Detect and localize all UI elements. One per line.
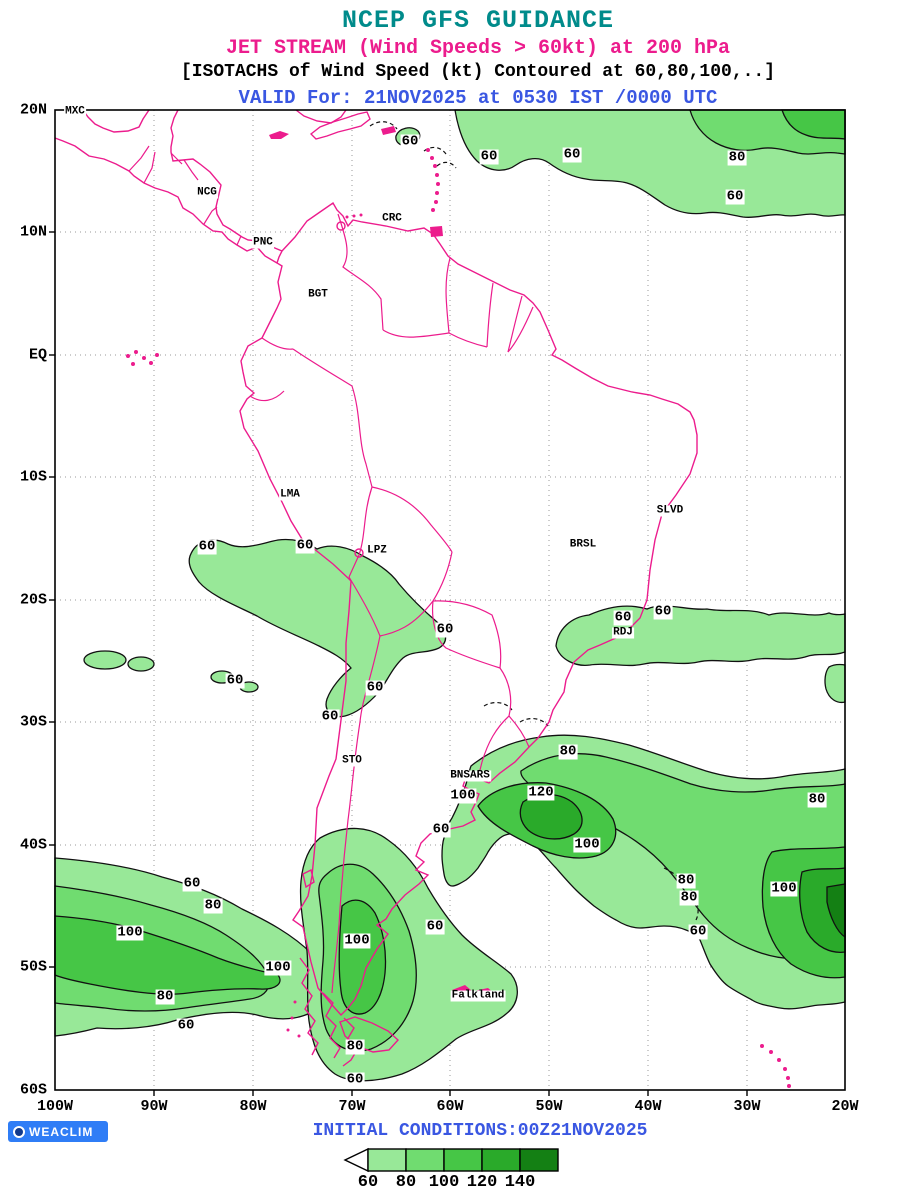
city-label: SLVD [655, 504, 685, 517]
coastlines [54, 109, 698, 1067]
country-borders [128, 145, 534, 994]
isotach-value-label: 80 [345, 1038, 365, 1055]
lon-axis-label: 60W [436, 1098, 464, 1115]
city-label: LPZ [366, 544, 388, 557]
isotach-value-label: 60 [225, 672, 245, 689]
isotach-value-label: 60 [431, 821, 451, 838]
isotach-value-label: 60 [613, 609, 633, 626]
isotach-value-label: 80 [807, 791, 827, 808]
isotach-value-label: 60 [400, 133, 420, 150]
legend-colorbar [343, 1147, 559, 1173]
isotach-value-label: 60 [197, 538, 217, 555]
lat-axis-label: 20S [19, 591, 47, 609]
weaclim-logo-icon [13, 1125, 25, 1138]
legend-tick-label: 100 [428, 1173, 460, 1192]
isotach-value-label: 80 [558, 743, 578, 760]
city-label: PNC [252, 236, 274, 249]
isotach-note: [ISOTACHS of Wind Speed (kt) Contoured a… [180, 62, 776, 82]
isotach-value-label: 80 [203, 897, 223, 914]
valid-time: VALID For: 21NOV2025 at 0530 IST /0000 U… [238, 87, 718, 109]
isotach-value-label: 100 [343, 932, 371, 949]
isotach-value-label: 60 [425, 918, 445, 935]
weaclim-logo-text: WEACLIM [29, 1124, 94, 1139]
isotach-value-label: 60 [688, 923, 708, 940]
isotach-value-label: 60 [653, 603, 673, 620]
isotach-value-label: 100 [449, 787, 477, 804]
lon-axis-label: 30W [733, 1098, 761, 1115]
city-label: MXC [64, 105, 86, 118]
lat-axis-label: 10S [19, 468, 47, 486]
lon-axis-label: 40W [634, 1098, 662, 1115]
lat-axis-label: EQ [28, 346, 47, 364]
isotach-value-label: 80 [679, 889, 699, 906]
lon-axis-label: 90W [140, 1098, 168, 1115]
city-label: LMA [279, 488, 301, 501]
city-label: BGT [307, 288, 329, 301]
isotach-value-label: 60 [345, 1071, 365, 1088]
legend-tick-label: 60 [357, 1173, 379, 1192]
lon-axis-label: 80W [239, 1098, 267, 1115]
isotach-value-label: 60 [435, 621, 455, 638]
isotach-value-label: 60 [562, 146, 582, 163]
lon-axis-label: 50W [535, 1098, 563, 1115]
isotach-value-label: 60 [365, 679, 385, 696]
isotach-contour-fills [54, 109, 846, 1082]
isotach-value-label: 120 [527, 784, 555, 801]
initial-conditions-text: INITIAL CONDITIONS:00Z21NOV2025 [312, 1121, 648, 1141]
isotach-value-label: 100 [264, 959, 292, 976]
page-subtitle: JET STREAM (Wind Speeds > 60kt) at 200 h… [225, 37, 731, 60]
lon-axis-label: 20W [831, 1098, 859, 1115]
legend-tick-label: 80 [395, 1173, 417, 1192]
isotach-value-label: 100 [573, 836, 601, 853]
legend-tick-label: 120 [466, 1173, 498, 1192]
lat-axis-label: 50S [19, 958, 47, 976]
city-label: NCG [196, 186, 218, 199]
city-label: Falkland [450, 989, 506, 1002]
islands [126, 126, 791, 1088]
isotach-value-label: 100 [770, 880, 798, 897]
isotach-value-label: 60 [295, 537, 315, 554]
isotach-value-label: 60 [725, 188, 745, 205]
city-label: BRSL [568, 538, 598, 551]
isotach-value-label: 80 [676, 872, 696, 889]
isotach-value-label: 60 [320, 708, 340, 725]
lat-axis-label: 30S [19, 713, 47, 731]
lon-axis-label: 70W [338, 1098, 366, 1115]
weaclim-logo: WEACLIM [8, 1121, 108, 1142]
isotach-value-label: 80 [155, 988, 175, 1005]
lat-axis-label: 40S [19, 836, 47, 854]
city-label: CRC [381, 212, 403, 225]
isotach-value-label: 60 [182, 875, 202, 892]
lat-axis-label: 60S [19, 1081, 47, 1099]
city-label: RDJ [612, 626, 634, 639]
isotach-value-label: 100 [116, 924, 144, 941]
lat-axis-label: 20N [19, 101, 47, 119]
lat-axis-label: 10N [19, 223, 47, 241]
legend-tick-label: 140 [504, 1173, 536, 1192]
city-label: STO [341, 754, 363, 767]
lon-axis-label: 100W [36, 1098, 74, 1115]
isotach-value-label: 80 [727, 149, 747, 166]
isotach-value-label: 60 [176, 1017, 196, 1034]
page-title: NCEP GFS GUIDANCE [341, 6, 615, 35]
map-frame [49, 109, 846, 1096]
city-label: BNSARS [449, 769, 491, 782]
isotach-value-label: 60 [479, 148, 499, 165]
